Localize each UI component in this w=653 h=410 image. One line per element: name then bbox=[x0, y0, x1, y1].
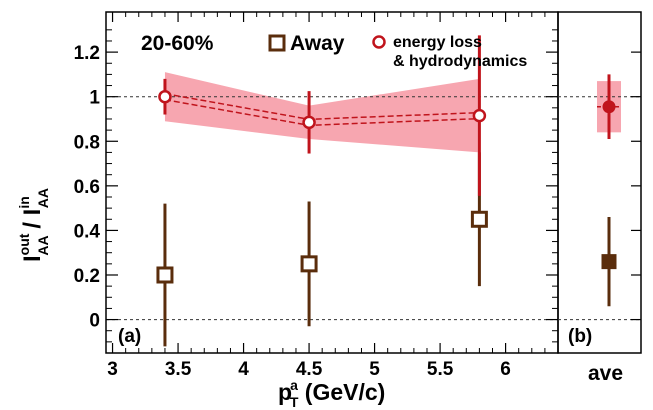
y-tick-label: 0.6 bbox=[74, 177, 100, 198]
panel-a-label: (a) bbox=[118, 326, 141, 347]
y-tick-label: 0.2 bbox=[74, 266, 100, 287]
y-axis-title-i: I bbox=[19, 255, 46, 262]
x-axis-title: pa T (GeV/c) bbox=[278, 377, 385, 410]
y-axis-title: Iout AA / Iin AA bbox=[16, 188, 51, 262]
x-tick-label: 4.5 bbox=[296, 359, 323, 380]
x-axis-title-sub: T bbox=[290, 394, 299, 410]
theory-band-panel-a bbox=[164, 72, 480, 153]
y-tick-label: 0.8 bbox=[74, 132, 100, 153]
y-tick-label: 0.4 bbox=[74, 221, 101, 242]
x-tick-label: 3.5 bbox=[165, 359, 192, 380]
legend-away-marker bbox=[268, 34, 286, 52]
x-tick-label: 5 bbox=[369, 359, 380, 380]
away-point-1 bbox=[300, 255, 318, 273]
y-tick-label: 1.2 bbox=[74, 43, 100, 64]
x-tick-label: 6 bbox=[500, 359, 511, 380]
x-axis-title-sup: a bbox=[290, 377, 298, 393]
y-axis-title-num-sup: out bbox=[16, 233, 32, 255]
energy-loss-point-1 bbox=[302, 115, 316, 130]
energy-loss-point-0 bbox=[158, 89, 172, 104]
ave-energy-loss-point bbox=[602, 100, 616, 114]
legend-energy-loss-marker bbox=[372, 35, 386, 49]
legend-energy-loss-label: energy loss bbox=[393, 34, 482, 51]
legend-hydro-label: & hydrodynamics bbox=[393, 53, 527, 70]
y-axis-title-den-sup: in bbox=[16, 196, 32, 208]
data-markers bbox=[156, 35, 621, 347]
panel-b-label: (b) bbox=[568, 326, 592, 347]
theory-bands bbox=[164, 72, 621, 153]
y-axis-title-den-sub: AA bbox=[35, 188, 51, 208]
ave-away-point bbox=[601, 254, 617, 270]
y-axis-title-num-sub: AA bbox=[35, 235, 51, 255]
y-tick-label: 1 bbox=[89, 88, 100, 109]
centrality-label: 20-60% bbox=[141, 32, 214, 55]
panel-b-x-title: ave bbox=[588, 362, 623, 385]
y-axis-title-slash: / bbox=[19, 215, 46, 235]
x-tick-label: 3 bbox=[107, 359, 118, 380]
x-tick-label: 5.5 bbox=[427, 359, 454, 380]
away-point-0 bbox=[156, 266, 174, 284]
y-tick-label: 0 bbox=[89, 311, 100, 332]
energy-loss-point-2 bbox=[472, 108, 487, 123]
reference-lines bbox=[106, 96, 641, 321]
x-tick-label: 4 bbox=[238, 359, 249, 380]
x-axis-title-unit: (GeV/c) bbox=[298, 379, 385, 405]
panel-b-frame bbox=[557, 11, 642, 354]
y-axis-title-den: I bbox=[19, 209, 46, 216]
legend-away-label: Away bbox=[290, 32, 345, 55]
axis-ticks: 0 0.2 0.4 0.6 0.8 1 1.2 3 3.5 4 4.5 5 5.5 6 bbox=[74, 12, 641, 380]
away-point-2 bbox=[470, 210, 488, 228]
x-axis-title-p: p bbox=[278, 379, 292, 405]
